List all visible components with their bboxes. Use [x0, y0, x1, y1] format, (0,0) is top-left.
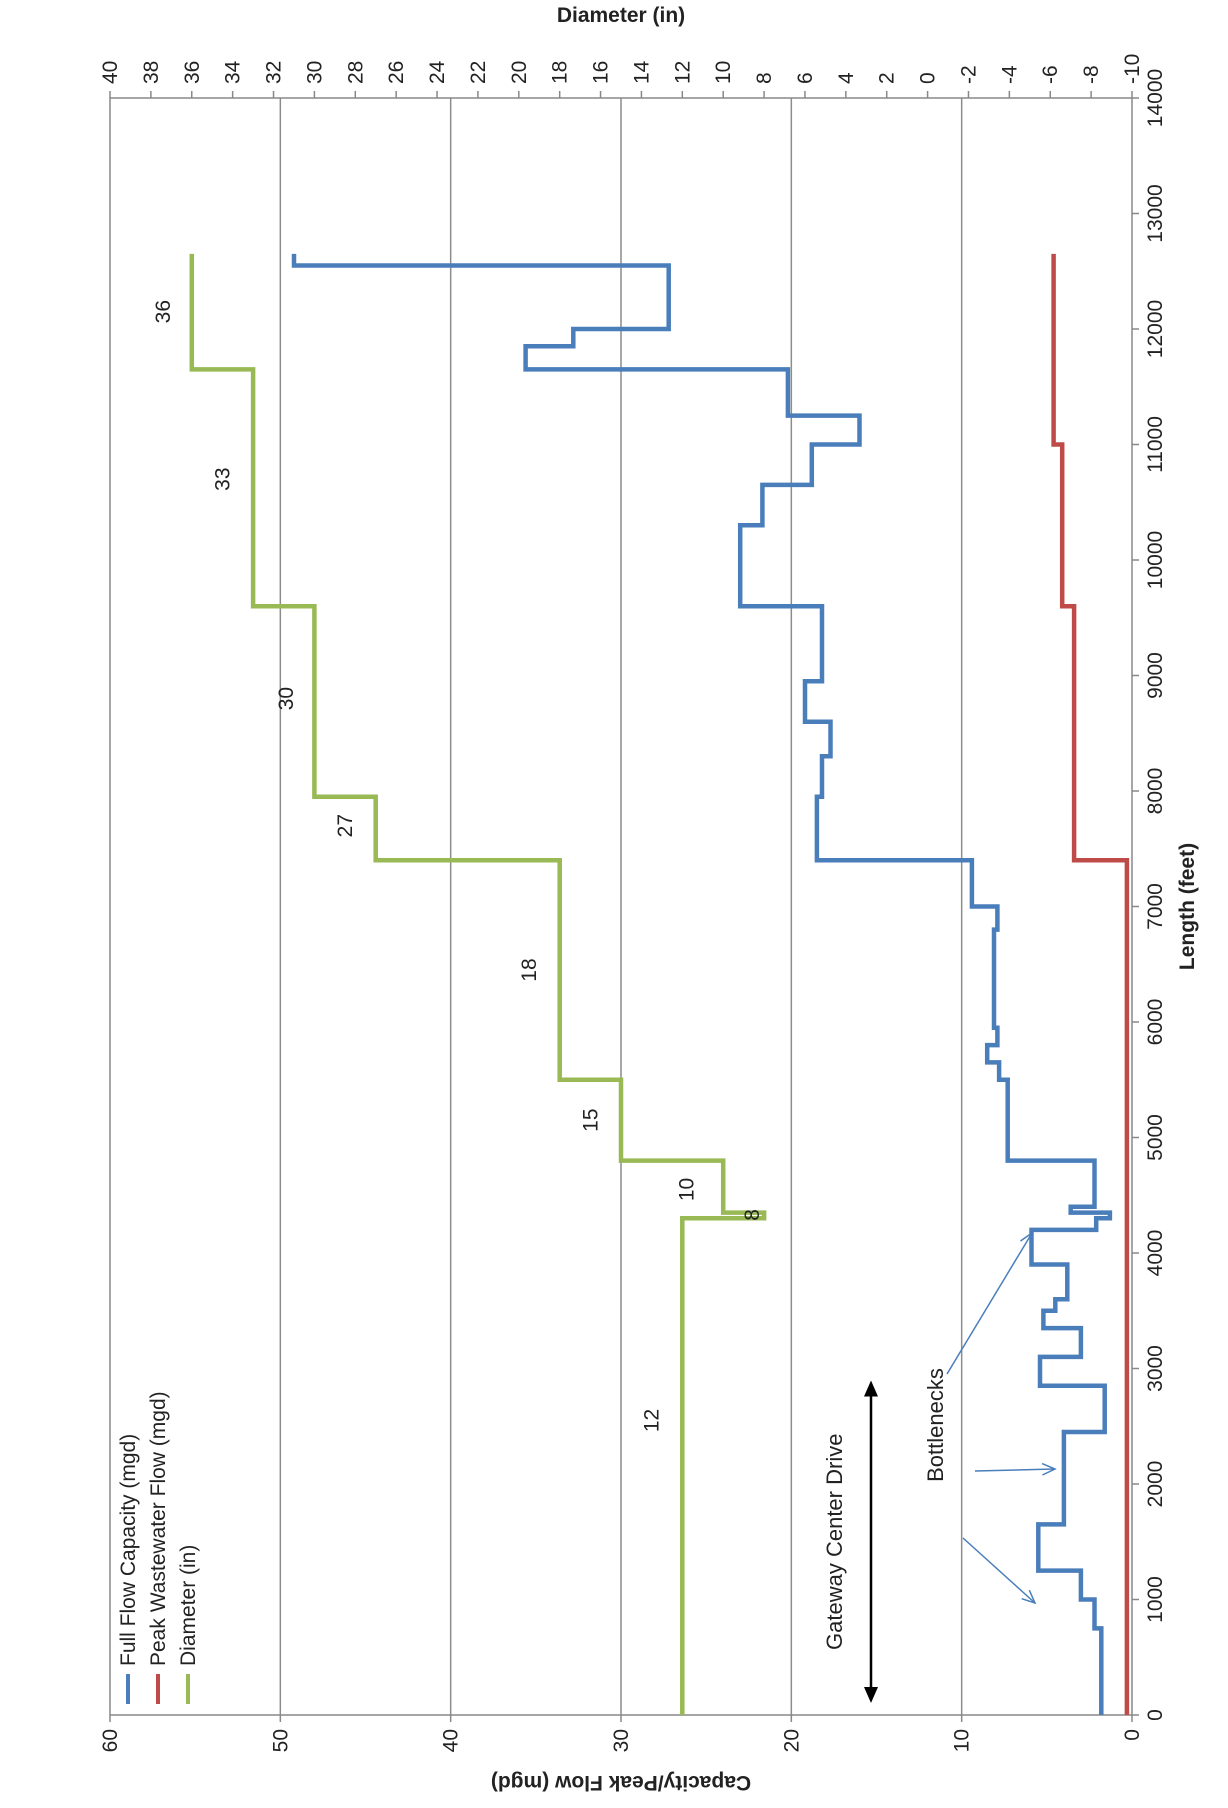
x-tick-label-11000: 11000 — [1144, 416, 1167, 473]
y2-tick-label-22: 22 — [467, 61, 490, 84]
bottleneck-arrow-3 — [946, 1232, 1033, 1375]
legend-label-diameter: Diameter (in) — [177, 1545, 200, 1666]
y2-tick-label-40: 40 — [99, 61, 122, 84]
x-tick-label-13000: 13000 — [1144, 184, 1167, 242]
series-line-peak-wastewater-flow-mgd — [1051, 253, 1130, 1715]
bottlenecks-label: Bottlenecks — [923, 1368, 948, 1482]
series-lines — [189, 253, 1130, 1715]
gateway-arrowhead-right — [864, 1380, 878, 1397]
y2-tick-label--6: -6 — [1039, 65, 1062, 84]
y-tick-label-60: 60 — [99, 1729, 122, 1752]
bottlenecks-annotation: Bottlenecks — [923, 1231, 1057, 1605]
diameter-label-27: 27 — [334, 814, 357, 837]
y2-tick-label-20: 20 — [508, 61, 531, 84]
x-tick-label-10000: 10000 — [1144, 531, 1167, 589]
diameter-segment-labels: 12 8 10 15 18 27 30 33 36 — [152, 300, 764, 1432]
y2-tick-label-12: 12 — [671, 61, 694, 84]
y2-tick-label-16: 16 — [590, 61, 613, 84]
bottleneck-arrowhead-1 — [1021, 1589, 1037, 1605]
y2-tick-label-36: 36 — [181, 61, 204, 84]
x-tick-label-5000: 5000 — [1144, 1114, 1167, 1161]
bottleneck-arrowhead-2 — [1041, 1462, 1057, 1476]
y2-tick-label--8: -8 — [1080, 65, 1103, 84]
y2-tick-label-28: 28 — [344, 61, 367, 84]
bottleneck-arrows — [946, 1231, 1057, 1605]
y2-tick-label-32: 32 — [263, 61, 286, 84]
x-tick-label-6000: 6000 — [1144, 999, 1167, 1046]
y2-tick-label-8: 8 — [753, 72, 776, 84]
y-tick-label-10: 10 — [951, 1729, 974, 1752]
x-axis-title: Length (feet) — [1176, 843, 1199, 970]
x-tick-label-3000: 3000 — [1144, 1345, 1167, 1392]
gateway-annotation: Gateway Center Drive — [822, 1380, 878, 1703]
bottleneck-arrow-2 — [974, 1468, 1056, 1472]
y2-tick-label--2: -2 — [957, 65, 980, 84]
legend-label-peak-flow: Peak Wastewater Flow (mgd) — [147, 1391, 170, 1666]
y2-tick-label-24: 24 — [426, 60, 449, 84]
bottleneck-arrowhead-3 — [1020, 1231, 1033, 1247]
y2-tick-label-34: 34 — [222, 60, 245, 84]
y2-tick-label--10: -10 — [1121, 54, 1144, 84]
gateway-arrowhead-left — [864, 1687, 878, 1703]
diameter-label-8: 8 — [741, 1209, 764, 1221]
x-tick-label-4000: 4000 — [1144, 1230, 1167, 1277]
x-tick-label-2000: 2000 — [1144, 1461, 1167, 1508]
x-tick-label-9000: 9000 — [1144, 652, 1167, 699]
y2-tick-label--4: -4 — [998, 65, 1021, 84]
y2-tick-label-6: 6 — [794, 72, 817, 84]
series-line-diameter-in — [189, 253, 767, 1715]
y-axis-title: Capacity/Peak Flow (mgd) — [491, 1771, 751, 1794]
y2-tick-label-14: 14 — [630, 60, 653, 84]
y2-tick-label-26: 26 — [385, 61, 408, 84]
diameter-label-12: 12 — [641, 1409, 664, 1432]
bottleneck-arrow-1 — [962, 1537, 1036, 1604]
x-tick-label-8000: 8000 — [1144, 768, 1167, 815]
x-tick-label-1000: 1000 — [1144, 1576, 1167, 1623]
x-tick-label-7000: 7000 — [1144, 883, 1167, 930]
diameter-label-10: 10 — [675, 1178, 698, 1201]
y2-tick-label-0: 0 — [917, 72, 940, 84]
y-tick-label-20: 20 — [780, 1729, 803, 1752]
x-tick-label-12000: 12000 — [1144, 300, 1167, 358]
y2-tick-label-30: 30 — [303, 61, 326, 84]
series-line-full-flow-capacity-mgd — [291, 253, 1113, 1715]
diameter-label-33: 33 — [211, 467, 234, 490]
x-tick-label-0: 0 — [1144, 1709, 1167, 1721]
axis-ticks: 0100020003000400050006000700080009000100… — [99, 54, 1167, 1753]
legend-label-full-flow: Full Flow Capacity (mgd) — [117, 1434, 140, 1666]
y2-tick-label-18: 18 — [549, 61, 572, 84]
y-tick-label-30: 30 — [610, 1729, 633, 1752]
gateway-center-drive-label: Gateway Center Drive — [822, 1434, 847, 1650]
y-tick-label-50: 50 — [269, 1729, 292, 1752]
y-tick-label-0: 0 — [1121, 1729, 1144, 1741]
diameter-label-18: 18 — [518, 958, 541, 981]
legend: Full Flow Capacity (mgd) Peak Wastewater… — [117, 1391, 200, 1704]
x-tick-label-14000: 14000 — [1144, 69, 1167, 127]
diameter-label-15: 15 — [579, 1108, 602, 1131]
diameter-label-30: 30 — [275, 687, 298, 710]
y-tick-label-40: 40 — [440, 1729, 463, 1752]
gridlines — [279, 98, 963, 1715]
diameter-label-36: 36 — [152, 300, 175, 323]
y2-tick-label-2: 2 — [876, 72, 899, 84]
y2-tick-label-10: 10 — [712, 61, 735, 84]
y2-tick-label-38: 38 — [140, 61, 163, 84]
y2-tick-label-4: 4 — [835, 72, 858, 84]
y2-axis-title: Diameter (in) — [557, 4, 685, 27]
